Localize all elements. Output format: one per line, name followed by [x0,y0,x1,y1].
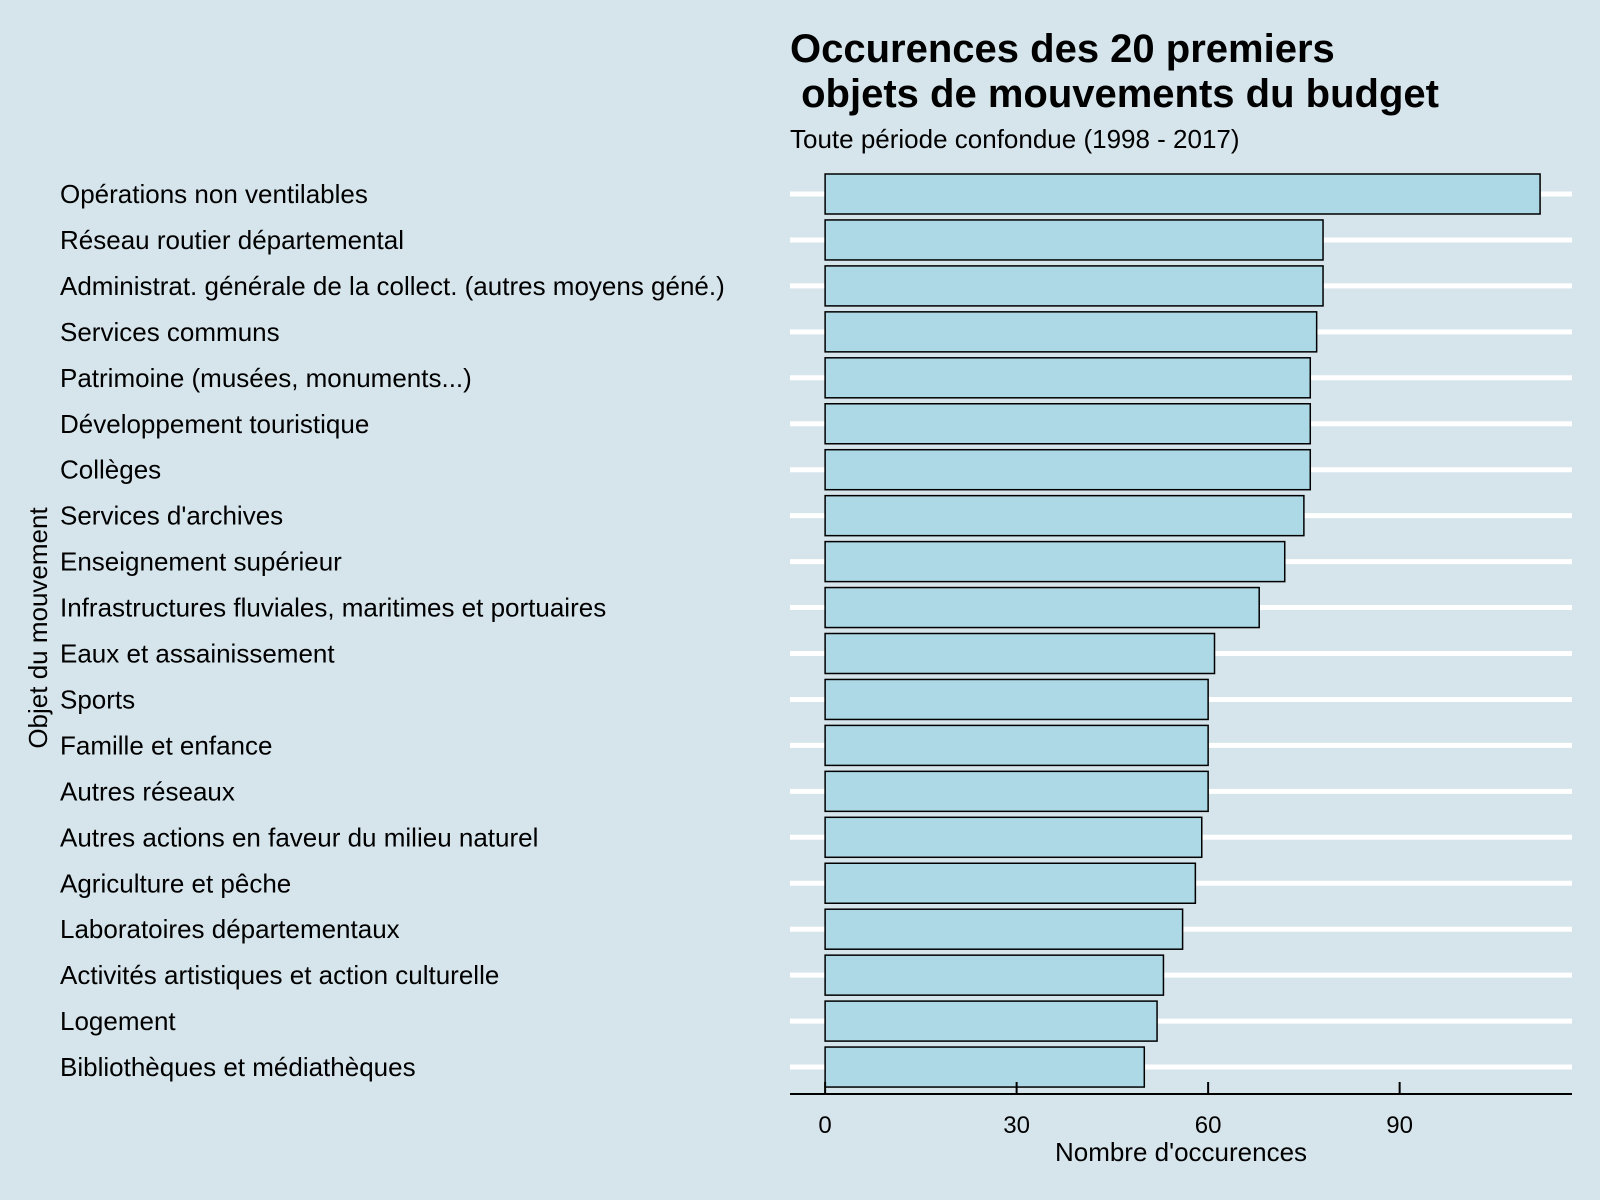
category-label: Services d'archives [60,501,283,531]
bar [824,632,1216,675]
category-label: Autres réseaux [60,776,235,806]
chart-subtitle: Toute période confondue (1998 - 2017) [790,124,1240,154]
bar [824,816,1203,859]
category-label: Laboratoires départementaux [60,914,400,944]
category-label: Autres actions en faveur du milieu natur… [60,822,538,852]
y-axis-title: Objet du mouvement [23,507,53,749]
category-label: Sports [60,684,135,714]
category-label: Opérations non ventilables [60,179,368,209]
bar [824,1046,1146,1088]
chart-title: Occurences des 20 premiers objets de mou… [790,27,1439,116]
bar [824,219,1324,261]
bar [824,1000,1158,1042]
category-label: Logement [60,1006,176,1036]
bar [824,908,1184,950]
x-tick-label: 0 [818,1112,831,1139]
bar [824,448,1312,491]
bar [824,540,1286,583]
bars [824,173,1541,1088]
category-label: Bibliothèques et médiathèques [60,1052,416,1082]
category-label: Agriculture et pêche [60,868,291,898]
bar [824,311,1318,353]
bar [824,357,1312,399]
bar [824,954,1165,996]
category-label: Enseignement supérieur [60,547,342,577]
x-tick-label: 30 [1003,1112,1030,1139]
bar [824,678,1209,721]
bar [824,770,1209,813]
category-label: Eaux et assainissement [60,639,335,669]
x-axis-title: Nombre d'occurences [1055,1137,1307,1167]
x-tick-label: 60 [1195,1112,1222,1139]
x-axis-ticks: 0 30 60 90 [818,1082,1413,1139]
x-tick-label: 90 [1386,1112,1413,1139]
category-label: Réseau routier départemental [60,225,404,255]
bar [824,586,1260,629]
category-label: Patrimoine (musées, monuments...) [60,363,472,393]
chart-title-line-2: objets de mouvements du budget [790,72,1439,116]
category-label: Infrastructures fluviales, maritimes et … [60,593,606,623]
bar [824,403,1312,445]
category-label: Famille et enfance [60,730,272,760]
bar [824,494,1305,537]
bar [824,265,1324,307]
bar [824,862,1197,904]
bar [824,173,1541,215]
category-labels: Opérations non ventilables Réseau routier… [60,179,725,1082]
category-label: Collèges [60,455,161,485]
category-label: Développement touristique [60,409,369,439]
chart-title-line-1: Occurences des 20 premiers [790,27,1335,71]
category-label: Activités artistiques et action culturel… [60,960,499,990]
bar [824,724,1209,767]
category-label: Administrat. générale de la collect. (au… [60,271,725,301]
category-label: Services communs [60,317,280,347]
